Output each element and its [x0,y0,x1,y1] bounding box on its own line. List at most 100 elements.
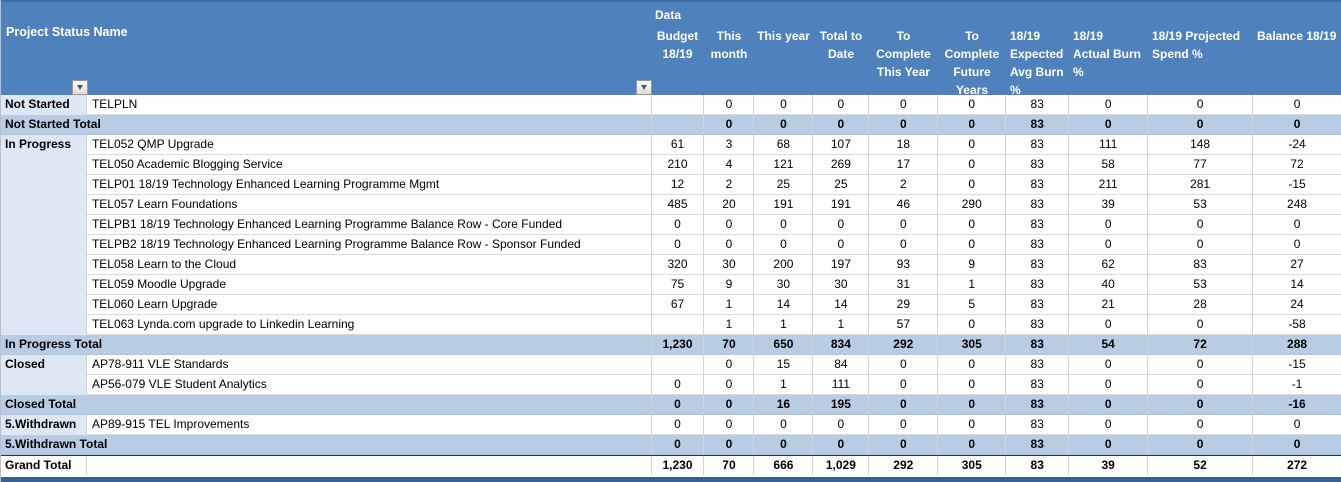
value-cell: 83 [1005,435,1069,455]
value-cell: 148 [1147,135,1253,155]
value-cell: 83 [1005,95,1069,115]
value-cell: 111 [812,375,869,395]
value-cell: 0 [1147,95,1253,115]
value-cell: 0 [753,435,813,455]
value-cell: 0 [868,115,938,135]
status-cell [1,315,87,335]
value-cell: -24 [1252,135,1341,155]
value-cell: 75 [650,275,704,295]
value-cell: 83 [1005,275,1069,295]
value-cell: 0 [1147,235,1253,255]
value-cell: 0 [937,415,1006,435]
value-cell: 248 [1252,195,1341,215]
value-cell: 54 [1068,335,1148,355]
value-cell: 1 [937,275,1006,295]
value-cell [650,115,704,135]
project-name-cell: TELPB2 18/19 Technology Enhanced Learnin… [86,235,651,255]
value-cell: 83 [1005,235,1069,255]
value-cell: 83 [1147,255,1253,275]
value-cell: 305 [937,335,1006,355]
value-cell: 0 [703,415,754,435]
value-cell: 0 [868,415,938,435]
value-cell [650,95,704,115]
status-filter-button[interactable] [72,80,88,95]
pivot-body: Not Started TELPLN 0 0 0 0 0 83 0 0 0 Not Started T… [1,95,1341,475]
value-cell: 0 [650,375,704,395]
project-name-cell: TEL058 Learn to the Cloud [86,255,651,275]
value-cell: 1,029 [812,456,868,475]
value-cell: 292 [868,456,937,475]
value-cell: 0 [868,375,938,395]
value-cell: 83 [1005,155,1069,175]
value-cell: 0 [812,235,869,255]
value-cell: 0 [1147,415,1253,435]
value-cell: 0 [937,135,1006,155]
value-cell: 1 [812,315,869,335]
value-cell: 0 [650,235,704,255]
value-cell: 0 [703,235,754,255]
column-header-0: Budget 18/19 [656,29,699,61]
value-cell: 30 [703,255,754,275]
value-cell: 14 [753,295,813,315]
value-cell: 292 [868,335,938,355]
value-cell: 68 [753,135,813,155]
value-cell: 0 [937,435,1006,455]
project-name-cell: TEL052 QMP Upgrade [86,135,651,155]
value-cell: 0 [868,95,938,115]
table-bottom-border [1,477,1341,482]
value-cell: 290 [937,195,1006,215]
value-cell: 834 [812,335,869,355]
table-row: TELPB1 18/19 Technology Enhanced Learnin… [1,215,1341,235]
value-cell: 0 [937,175,1006,195]
value-cell: 0 [1068,315,1148,335]
value-cell: 0 [1068,435,1148,455]
total-row: Grand Total 1,230 70 666 1,029 292 305 83 39 52 27… [1,455,1341,475]
value-cell: 77 [1147,155,1253,175]
value-cell: 210 [650,155,704,175]
name-filter-button[interactable] [636,80,652,95]
value-cell: 0 [868,355,938,375]
project-name-cell: TEL057 Learn Foundations [86,195,651,215]
value-cell: 30 [812,275,869,295]
value-cell: 0 [1252,115,1341,135]
value-cell: 0 [703,215,754,235]
status-cell [1,215,87,235]
value-cell: 52 [1147,456,1252,475]
value-cell: 83 [1005,375,1069,395]
value-cell: 0 [753,415,813,435]
status-cell: 5.Withdrawn [1,415,87,435]
value-cell: 0 [650,215,704,235]
value-cell: 0 [937,235,1006,255]
table-row: TEL058 Learn to the Cloud 320 30 200 197 93 9 8… [1,255,1341,275]
value-cell: 0 [703,95,754,115]
value-cell: 72 [1147,335,1253,355]
value-cell: 83 [1005,195,1069,215]
value-cell: 0 [1147,115,1253,135]
value-cell: 67 [650,295,704,315]
value-cell: 0 [1068,235,1148,255]
value-cell: 650 [753,335,813,355]
value-cell: 83 [1005,295,1069,315]
value-cell: 1 [753,315,813,335]
value-cell: 320 [650,255,704,275]
value-cell: 83 [1005,115,1069,135]
value-cell: 83 [1005,335,1069,355]
value-cell: 83 [1005,255,1069,275]
value-cell: 0 [812,95,869,115]
value-cell: 83 [1005,175,1069,195]
value-cell: 666 [753,456,812,475]
value-cell: 0 [1068,375,1148,395]
column-header-7: 18/19 Actual Burn % [1073,29,1142,79]
value-cell: 27 [1252,255,1341,275]
value-cell: 0 [1068,395,1148,415]
value-cell: 211 [1068,175,1148,195]
value-cell: 0 [1252,95,1341,115]
value-cell: 83 [1005,415,1069,435]
status-cell [1,235,87,255]
value-cell: 0 [812,435,869,455]
value-cell: 0 [937,155,1006,175]
value-cell: 9 [937,255,1006,275]
value-cell: 0 [1252,435,1341,455]
value-cell: 12 [650,175,704,195]
status-cell [1,275,87,295]
